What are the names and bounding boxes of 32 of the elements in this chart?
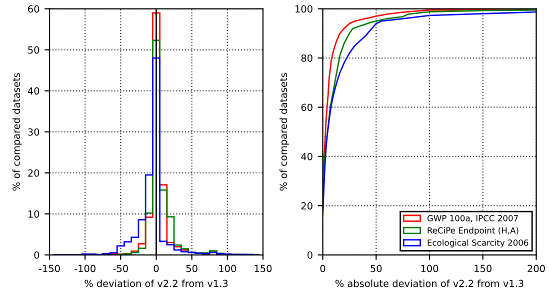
x-tick-label: 50 <box>186 264 198 272</box>
x-tick-label: 100 <box>219 264 236 272</box>
y-tick-label: 100 <box>296 5 312 13</box>
y-tick-label: 40 <box>301 152 312 160</box>
y-tick-label: 60 <box>28 5 40 13</box>
x-tick-label: 150 <box>474 264 492 272</box>
y-tick-label: 60 <box>301 104 312 112</box>
x-tick-label: 100 <box>421 264 438 272</box>
y-tick-label: 0 <box>307 251 312 259</box>
legend-label: ReCiPe Endpoint (H,A) <box>428 227 518 236</box>
x-tick-label: 200 <box>528 264 545 272</box>
x-tick-label: 0 <box>154 264 159 272</box>
y-tick-label: 0 <box>34 251 40 259</box>
x-tick-label: 50 <box>370 264 382 272</box>
x-tick-label: 150 <box>254 264 272 272</box>
y-axis-title: % of compared datasets <box>12 73 22 191</box>
y-tick-label: 50 <box>28 46 40 54</box>
x-tick-label: -100 <box>74 264 96 272</box>
y-tick-label: 80 <box>301 54 312 62</box>
x-tick-label: 0 <box>320 264 326 272</box>
y-tick-label: 10 <box>28 210 40 218</box>
y-tick-label: 30 <box>28 128 40 136</box>
y-tick-label: 20 <box>301 202 312 210</box>
x-tick-label: -50 <box>113 264 128 272</box>
x-axis-title: % absolute deviation of v2.2 from v1.3 <box>335 280 524 288</box>
x-axis-title: % deviation of v2.2 from v1.3 <box>84 280 228 288</box>
x-tick-label: -150 <box>38 264 60 272</box>
y-tick-label: 20 <box>28 169 40 177</box>
legend-label: Ecological Scarcity 2006 <box>428 239 528 248</box>
legend-label: GWP 100a, IPCC 2007 <box>427 215 518 222</box>
y-tick-label: 40 <box>28 87 40 95</box>
y-axis-title: % of compared datasets <box>280 73 289 191</box>
